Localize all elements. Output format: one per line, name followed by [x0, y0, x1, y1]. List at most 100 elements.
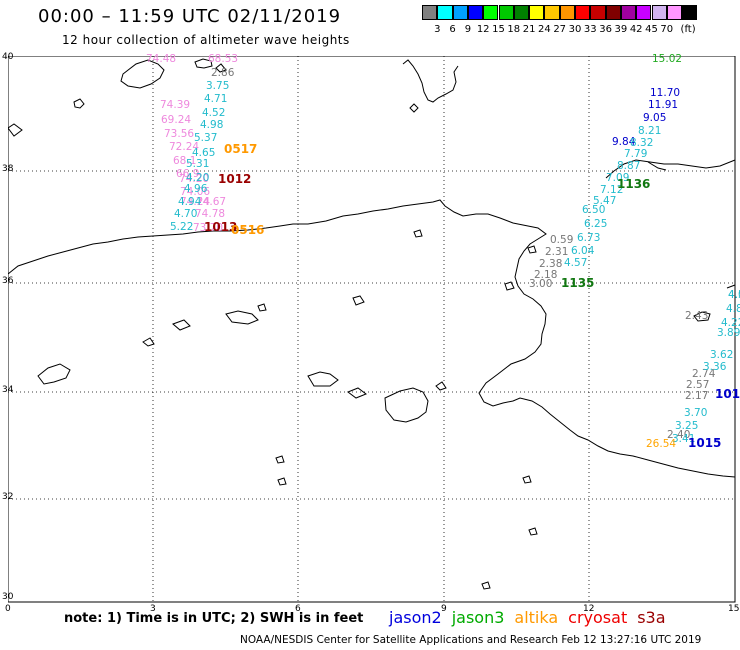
legend-swatch [452, 5, 468, 20]
wave-height-label: 3.62 [710, 349, 734, 361]
pass-time-label: 1014 [715, 387, 740, 401]
satellite-legend: jason2 jason3 altika cryosat s3a [389, 608, 676, 627]
sardinia-island [409, 103, 419, 113]
legend-swatch [483, 5, 499, 20]
wave-height-label: 4.5 [728, 289, 740, 301]
wave-height-label: 11.91 [648, 99, 679, 111]
wave-height-label: 2.57 [686, 379, 710, 391]
legend-tick-label: 6 [449, 24, 456, 35]
lat-label-40: 40 [2, 52, 14, 62]
wave-height-label: 4.98 [200, 119, 224, 131]
wave-height-label: 11.70 [650, 87, 681, 99]
wave-height-label: 5.31 [186, 158, 210, 170]
sea-islet-2 [522, 475, 532, 484]
lon-label-15: 15 [728, 604, 740, 614]
wave-height-label: 2.18 [534, 269, 558, 281]
galite-islands [352, 295, 365, 306]
algeria-islet-2 [142, 337, 155, 347]
legend-swatch [605, 5, 621, 20]
wave-height-label: 74.20 [179, 173, 210, 185]
sea-islet-1 [481, 581, 491, 590]
wave-height-label: 74.48 [146, 53, 177, 65]
map-panel: 40 38 36 34 32 30 0 3 6 9 12 15 74.48 68.… [2, 52, 740, 614]
ibiza-coastline [73, 98, 85, 109]
satellite-name-altika: altika [514, 608, 559, 627]
mallorca-coastline [120, 59, 165, 89]
legend-tick-label: 21 [522, 24, 536, 35]
wave-height-label: 68.1 [173, 155, 197, 167]
wave-height-label: 8.87 [617, 160, 641, 172]
legend-swatch [529, 5, 545, 20]
satellite-name-cryosat: cryosat [568, 608, 628, 627]
legend-swatch [498, 5, 514, 20]
satellite-name-jason3: jason3 [451, 608, 505, 627]
wave-height-label: 3.36 [703, 361, 727, 373]
legend-swatch [636, 5, 652, 20]
legend-tick-label: 18 [507, 24, 521, 35]
wave-height-label: 4.71 [204, 93, 228, 105]
map-canvas [7, 55, 736, 603]
wave-height-label: 4.52 [202, 107, 226, 119]
pass-time-label: 1012 [218, 172, 252, 186]
north-africa-coastline [7, 199, 736, 478]
legend-tick-label: 45 [645, 24, 658, 35]
wave-height-label: 73.56 [164, 128, 195, 140]
wave-height-label: 6.73 [577, 232, 601, 244]
sea-islet-5 [257, 303, 267, 312]
wave-height-label: 4.20 [186, 172, 210, 184]
menorca-coastline [194, 58, 213, 69]
wave-height-label: 74.39 [160, 99, 191, 111]
lon-label-6: 6 [295, 604, 301, 614]
lat-label-32: 32 [2, 492, 14, 502]
wave-height-label: 6.04 [571, 245, 595, 257]
credit-line: NOAA/NESDIS Center for Satellite Applica… [240, 634, 702, 646]
pantelleria [504, 281, 515, 291]
satellite-name-jason2: jason2 [389, 608, 442, 627]
lon-label-3: 3 [150, 604, 156, 614]
wave-height-label: 73.70 [193, 222, 224, 234]
legend-tick-label: 70 [660, 24, 674, 35]
sea-islet-6 [7, 123, 23, 137]
wave-height-label: 8.21 [638, 125, 662, 137]
wave-height-label: 4.0 [728, 289, 740, 301]
pass-time-label: 0516 [231, 223, 265, 237]
lat-label-30: 30 [2, 592, 14, 602]
legend-swatch [559, 5, 575, 20]
legend-tick-label: 12 [476, 24, 490, 35]
malta-coastline [693, 311, 711, 322]
lat-label-38: 38 [2, 164, 14, 174]
legend-swatch [590, 5, 606, 20]
wave-height-label: 5.22 [170, 221, 194, 233]
legend-tick-label: 9 [464, 24, 472, 35]
wave-height-label: 4.8 [726, 303, 740, 315]
wave-height-label: 7.09 [606, 172, 630, 184]
sea-islet-3 [528, 527, 538, 536]
legend-swatch [422, 5, 438, 20]
wave-height-label: 4.57 [564, 257, 588, 269]
wave-height-label: 2.40 [667, 429, 691, 441]
west-islet-cluster [37, 363, 71, 385]
legend-swatch [651, 5, 667, 20]
wave-height-label: 8.32 [630, 137, 654, 149]
wave-height-label: 74.24 [180, 196, 211, 208]
wave-height-label: 2.17 [685, 390, 709, 402]
sardinia-south-coastline [402, 59, 459, 103]
legend-tick-label: 42 [629, 24, 643, 35]
graticule [8, 56, 735, 602]
wave-height-label: 74.67 [196, 196, 227, 208]
libya-islet-4 [277, 477, 287, 486]
footer-note: note: 1) Time is in UTC; 2) SWH is in fe… [64, 611, 364, 626]
page-title: 00:00 – 11:59 UTC 02/11/2019 [38, 6, 342, 27]
wave-height-label: 2.74 [692, 368, 716, 380]
pass-time-label: 1135 [561, 276, 595, 290]
wave-height-label: 68.53 [208, 53, 239, 65]
crete-fragment [726, 284, 736, 289]
menorca-small-isle [225, 310, 259, 325]
lon-label-0: 0 [5, 604, 11, 614]
wave-height-label: 0.59 [550, 234, 574, 246]
wave-height-label: 5.47 [593, 195, 617, 207]
wave-height-label: 4.22 [721, 317, 740, 329]
legend-tick-label: 27 [553, 24, 567, 35]
wave-height-label: 4.96 [184, 183, 208, 195]
legend-tick-label: 15 [492, 24, 505, 35]
